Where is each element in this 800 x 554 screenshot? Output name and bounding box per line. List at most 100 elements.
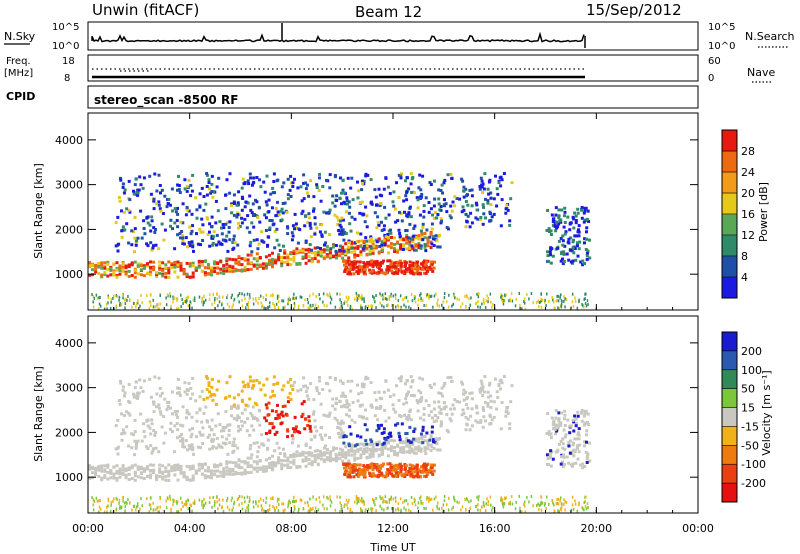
heatmap-cell [377, 426, 381, 430]
heatmap-cell [181, 298, 183, 301]
heatmap-cell [490, 418, 494, 422]
heatmap-cell [308, 446, 312, 450]
heatmap-cell [122, 496, 124, 500]
heatmap-cell [191, 448, 195, 452]
heatmap-cell [414, 235, 418, 239]
heatmap-cell [382, 296, 385, 299]
heatmap-cell [185, 189, 189, 193]
heatmap-cell [157, 203, 161, 207]
heatmap-cell [121, 428, 125, 432]
heatmap-cell [307, 255, 311, 258]
heatmap-cell [91, 471, 94, 475]
heatmap-cell [443, 178, 447, 182]
heatmap-cell [213, 270, 217, 274]
heatmap-cell [418, 213, 422, 217]
heatmap-cell [247, 509, 249, 513]
heatmap-cell [574, 258, 578, 262]
heatmap-cell [319, 247, 322, 250]
heatmap-cell [176, 263, 180, 267]
heatmap-cell [458, 501, 460, 505]
heatmap-cell [94, 270, 98, 274]
heatmap-cell [176, 260, 180, 264]
heatmap-cell [364, 509, 367, 513]
heatmap-cell [195, 208, 199, 212]
heatmap-cell [409, 375, 413, 379]
heatmap-cell [345, 295, 348, 299]
heatmap-cell [567, 237, 571, 241]
freq-label: Freq. [6, 56, 31, 67]
heatmap-cell [425, 473, 429, 476]
heatmap-cell [190, 301, 192, 305]
heatmap-cell [411, 502, 414, 506]
heatmap-cell [436, 506, 439, 510]
heatmap-cell [339, 219, 342, 223]
heatmap-cell [371, 242, 375, 246]
heatmap-cell [417, 389, 421, 393]
heatmap-cell [98, 302, 101, 306]
heatmap-cell [139, 268, 143, 272]
heatmap-cell [408, 264, 412, 267]
heatmap-cell [257, 504, 259, 508]
heatmap-cell [428, 235, 432, 239]
heatmap-cell [155, 478, 159, 482]
heatmap-cell [146, 262, 149, 266]
heatmap-cell [573, 450, 577, 454]
heatmap-cell [462, 208, 466, 212]
heatmap-cell [232, 396, 236, 400]
heatmap-cell [479, 379, 483, 383]
heatmap-cell [308, 243, 312, 247]
heatmap-cell [268, 305, 271, 308]
heatmap-cell [343, 263, 346, 267]
heatmap-cell [378, 470, 382, 474]
heatmap-cell [270, 497, 272, 501]
heatmap-cell [225, 381, 229, 385]
heatmap-cell [386, 436, 390, 439]
heatmap-cell [557, 294, 560, 298]
heatmap-cell [258, 423, 262, 427]
heatmap-cell [247, 385, 251, 389]
heatmap-cell [264, 465, 268, 469]
heatmap-cell [113, 294, 115, 298]
heatmap-cell [499, 427, 503, 431]
heatmap-cell [182, 472, 186, 476]
heatmap-cell [426, 443, 430, 447]
heatmap-cell [432, 216, 436, 220]
heatmap-cell [386, 185, 390, 189]
heatmap-cell [581, 462, 585, 466]
heatmap-cell [170, 465, 174, 469]
heatmap-cell [287, 500, 290, 504]
heatmap-cell [391, 200, 395, 204]
heatmap-cell [146, 294, 148, 298]
heatmap-cell [185, 464, 189, 468]
heatmap-cell [122, 210, 126, 214]
heatmap-cell [421, 222, 425, 226]
heatmap-cell [195, 411, 199, 415]
heatmap-cell [109, 306, 112, 310]
heatmap-cell [119, 381, 123, 385]
heatmap-cell [135, 505, 138, 509]
heatmap-cell [316, 449, 320, 453]
heatmap-cell [356, 297, 359, 301]
heatmap-cell [149, 432, 153, 436]
heatmap-cell [476, 420, 480, 424]
heatmap-cell [524, 510, 527, 514]
heatmap-cell [347, 414, 351, 418]
heatmap-cell [135, 239, 138, 243]
heatmap-cell [114, 447, 118, 451]
heatmap-cell [139, 183, 143, 187]
heatmap-cell [194, 268, 198, 272]
heatmap-cell [232, 506, 234, 510]
heatmap-cell [231, 241, 235, 244]
heatmap-cell [248, 397, 252, 401]
heatmap-cell [198, 498, 201, 502]
heatmap-cell [236, 211, 240, 215]
heatmap-cell [246, 262, 250, 266]
heatmap-cell [185, 184, 189, 188]
heatmap-cell [99, 507, 102, 511]
heatmap-cell [405, 198, 409, 202]
heatmap-cell [136, 391, 140, 395]
heatmap-cell [249, 411, 253, 415]
heatmap-cell [283, 260, 287, 264]
heatmap-cell [417, 265, 421, 269]
heatmap-cell [269, 301, 271, 305]
